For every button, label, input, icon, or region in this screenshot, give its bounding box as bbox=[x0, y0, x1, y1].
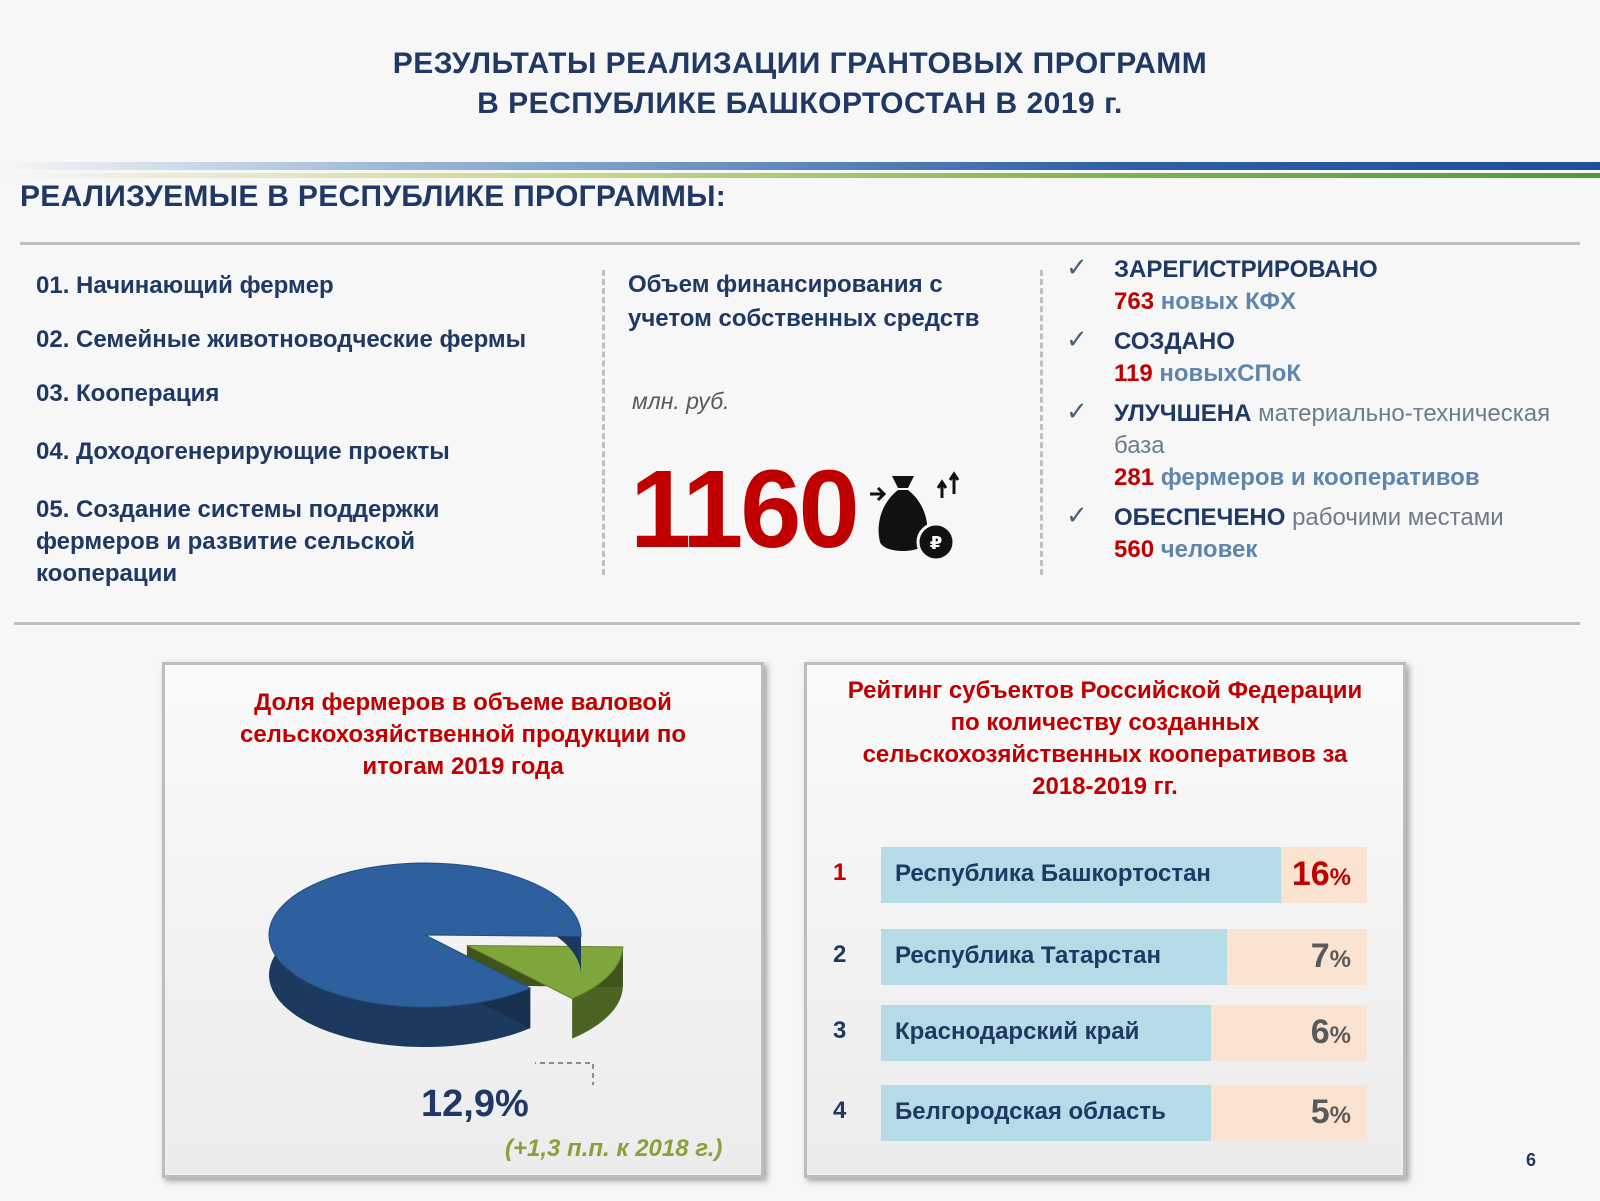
rating-value-number: 6 bbox=[1310, 1013, 1330, 1051]
column-separator bbox=[602, 270, 605, 575]
divider-top bbox=[20, 242, 1580, 245]
checkmark-icon: ✓ bbox=[1066, 500, 1088, 530]
rating-bar-track: Белгородская область 5% bbox=[881, 1085, 1367, 1141]
program-item: 05. Создание системы поддержки фермеров … bbox=[36, 496, 440, 587]
checkmark-icon: ✓ bbox=[1066, 396, 1088, 426]
rating-row: 1 Республика Башкортостан 16% bbox=[807, 847, 1403, 903]
title-line-1: РЕЗУЛЬТАТЫ РЕАЛИЗАЦИИ ГРАНТОВЫХ ПРОГРАММ bbox=[392, 47, 1208, 80]
title-line-2: В РЕСПУБЛИКЕ БАШКОРТОСТАН В 2019 г. bbox=[477, 87, 1123, 120]
pie-slice-side bbox=[572, 946, 623, 1039]
achievement-detail: рабочими местами bbox=[1292, 504, 1504, 531]
achievement-number: 119 bbox=[1114, 360, 1153, 387]
money-bag-icon: ₽ bbox=[870, 471, 960, 562]
achievement-item: ✓ ЗАРЕГИСТРИРОВАНО 763 новых КФХ bbox=[1062, 252, 1582, 318]
achievement-detail: материально-техническая база bbox=[1114, 400, 1551, 459]
rating-title: Рейтинг субъектов Российской Федерации п… bbox=[847, 677, 1363, 800]
rating-bar-fill bbox=[881, 1005, 1211, 1061]
pie-note: (+1,3 п.п. к 2018 г.) bbox=[505, 1135, 723, 1162]
pie-leader-line bbox=[535, 1062, 594, 1085]
decorative-stripe-blue bbox=[0, 162, 1600, 170]
page-title: РЕЗУЛЬТАТЫ РЕАЛИЗАЦИИ ГРАНТОВЫХ ПРОГРАММ… bbox=[0, 44, 1600, 124]
svg-text:₽: ₽ bbox=[930, 533, 943, 554]
section-heading: РЕАЛИЗУЕМЫЕ В РЕСПУБЛИКЕ ПРОГРАММЫ: bbox=[20, 180, 727, 213]
achievement-number: 281 bbox=[1114, 464, 1155, 491]
funding-unit: млн. руб. bbox=[632, 388, 730, 414]
farmer-share-title: Доля фермеров в объеме валовой сельскохо… bbox=[239, 689, 686, 780]
achievement-item: ✓ ОБЕСПЕЧЕНО рабочими местами 560 челове… bbox=[1062, 500, 1582, 566]
program-item: 02. Семейные животноводческие фермы bbox=[36, 326, 527, 353]
achievement-text: человек bbox=[1160, 536, 1258, 563]
rating-region-name: Краснодарский край bbox=[895, 1018, 1140, 1045]
rating-bar-fill bbox=[881, 847, 1281, 903]
page-number: 6 bbox=[1526, 1150, 1537, 1170]
rating-value: 6% bbox=[1311, 1013, 1351, 1052]
rating-bar-track: Краснодарский край 6% bbox=[881, 1005, 1367, 1061]
achievement-text: фермеров и кооперативов bbox=[1160, 464, 1480, 491]
program-item: 03. Кооперация bbox=[36, 380, 220, 407]
rating-rank: 2 bbox=[833, 941, 847, 968]
rating-region-name: Республика Татарстан bbox=[895, 942, 1162, 969]
rating-region-name: Белгородская область bbox=[895, 1098, 1166, 1125]
funding-label: Объем финансирования с учетом собственны… bbox=[628, 271, 980, 332]
program-item: 01. Начинающий фермер bbox=[36, 272, 334, 299]
achievements-list: ✓ ЗАРЕГИСТРИРОВАНО 763 новых КФХ ✓ СОЗДА… bbox=[1062, 252, 1582, 574]
achievement-heading: УЛУЧШЕНА bbox=[1114, 400, 1252, 427]
rating-rank: 1 bbox=[833, 859, 847, 886]
rating-value: 5% bbox=[1311, 1093, 1351, 1132]
achievement-heading: ОБЕСПЕЧЕНО bbox=[1114, 504, 1286, 531]
rating-bar-track: Республика Татарстан 7% bbox=[881, 929, 1367, 985]
rating-value-number: 16 bbox=[1291, 855, 1330, 893]
rating-value-unit: % bbox=[1329, 1022, 1351, 1049]
program-item: 04. Доходогенерирующие проекты bbox=[36, 438, 450, 465]
rating-value: 16% bbox=[1292, 855, 1351, 894]
achievement-heading: ЗАРЕГИСТРИРОВАНО bbox=[1114, 256, 1378, 283]
checkmark-icon: ✓ bbox=[1066, 324, 1088, 354]
divider-bottom bbox=[14, 622, 1580, 625]
achievement-text: новыхСПоК bbox=[1159, 360, 1302, 387]
achievement-number: 560 bbox=[1114, 536, 1155, 563]
rating-row: 2 Республика Татарстан 7% bbox=[807, 929, 1403, 985]
rating-row: 4 Белгородская область 5% bbox=[807, 1085, 1403, 1141]
decorative-stripe-green bbox=[0, 173, 1600, 178]
achievement-text: новых КФХ bbox=[1160, 288, 1296, 315]
achievement-item: ✓ СОЗДАНО 119 новыхСПоК bbox=[1062, 324, 1582, 390]
rating-panel: Рейтинг субъектов Российской Федерации п… bbox=[804, 662, 1406, 1178]
pie-slice bbox=[466, 944, 624, 1000]
achievement-number: 763 bbox=[1114, 288, 1155, 315]
pie-chart bbox=[268, 862, 624, 1085]
pie-slice bbox=[268, 862, 582, 1008]
rating-value-number: 5 bbox=[1310, 1093, 1330, 1131]
pie-value-label: 12,9% bbox=[421, 1083, 529, 1125]
rating-value-unit: % bbox=[1329, 1102, 1351, 1129]
programs-list: 01. Начинающий фермер 02. Семейные живот… bbox=[36, 270, 596, 590]
rating-value: 7% bbox=[1311, 937, 1351, 976]
achievement-item: ✓ УЛУЧШЕНА материально-техническая база … bbox=[1062, 396, 1582, 494]
funding-value: 1160 bbox=[630, 448, 860, 571]
rating-rank: 4 bbox=[833, 1097, 847, 1124]
farmer-share-panel: Доля фермеров в объеме валовой сельскохо… bbox=[162, 662, 764, 1178]
rating-region-name: Республика Башкортостан bbox=[895, 860, 1211, 887]
rating-value-unit: % bbox=[1329, 946, 1351, 973]
rating-value-unit: % bbox=[1329, 864, 1351, 891]
rating-value-number: 7 bbox=[1310, 937, 1330, 975]
rating-bar-fill bbox=[881, 1085, 1211, 1141]
column-separator bbox=[1040, 270, 1043, 575]
rating-rank: 3 bbox=[833, 1017, 847, 1044]
checkmark-icon: ✓ bbox=[1066, 252, 1088, 282]
rating-bar-fill bbox=[881, 929, 1227, 985]
rating-bar-track: Республика Башкортостан 16% bbox=[881, 847, 1367, 903]
rating-row: 3 Краснодарский край 6% bbox=[807, 1005, 1403, 1061]
achievement-heading: СОЗДАНО bbox=[1114, 328, 1235, 355]
